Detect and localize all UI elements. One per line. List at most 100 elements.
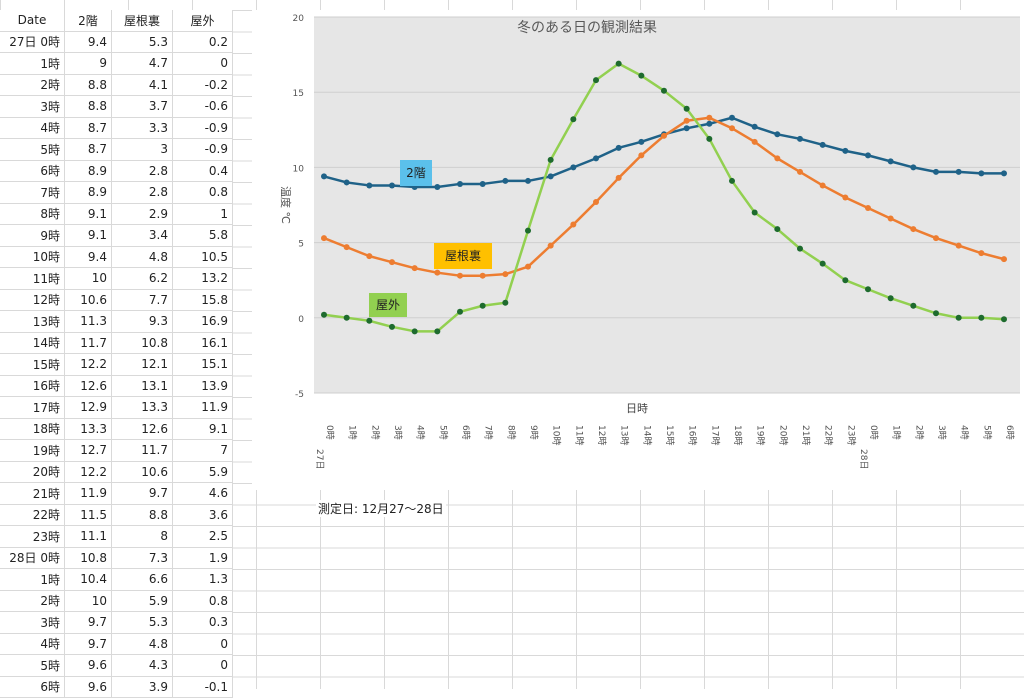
value-cell[interactable]: 3.9 (111, 676, 173, 698)
value-cell[interactable]: 8.7 (64, 117, 112, 139)
date-cell[interactable]: 13時 (0, 310, 65, 333)
value-cell[interactable]: 2.8 (111, 181, 173, 204)
value-cell[interactable]: 8.8 (64, 95, 112, 118)
value-cell[interactable]: 10.6 (111, 461, 173, 483)
date-cell[interactable]: 28日 0時 (0, 547, 65, 569)
value-cell[interactable]: 5.8 (172, 224, 233, 247)
value-cell[interactable]: 5.9 (172, 461, 233, 483)
value-cell[interactable]: 1.3 (172, 568, 233, 591)
value-cell[interactable]: 0.4 (172, 160, 233, 182)
header-date[interactable]: Date (0, 10, 65, 32)
measurement-date-note[interactable]: 測定日: 12月27〜28日 (316, 500, 446, 517)
date-cell[interactable]: 16時 (0, 375, 65, 397)
date-cell[interactable]: 1時 (0, 568, 65, 591)
value-cell[interactable]: 3.6 (172, 504, 233, 526)
value-cell[interactable]: 3 (111, 138, 173, 161)
value-cell[interactable]: 5.3 (111, 611, 173, 634)
value-cell[interactable]: 10.5 (172, 246, 233, 268)
value-cell[interactable]: 0 (172, 633, 233, 655)
value-cell[interactable]: 11.3 (64, 310, 112, 333)
value-cell[interactable]: 9.7 (64, 611, 112, 634)
date-cell[interactable]: 18時 (0, 418, 65, 440)
value-cell[interactable]: 11.7 (64, 332, 112, 354)
value-cell[interactable]: 12.9 (64, 396, 112, 419)
value-cell[interactable]: 5.3 (111, 31, 173, 53)
value-cell[interactable]: 10.8 (64, 547, 112, 569)
value-cell[interactable]: 13.2 (172, 267, 233, 290)
date-cell[interactable]: 23時 (0, 525, 65, 548)
date-cell[interactable]: 5時 (0, 654, 65, 677)
value-cell[interactable]: 10.6 (64, 289, 112, 311)
date-cell[interactable]: 4時 (0, 117, 65, 139)
date-cell[interactable]: 27日 0時 (0, 31, 65, 53)
value-cell[interactable]: 6.2 (111, 267, 173, 290)
value-cell[interactable]: 10 (64, 590, 112, 612)
value-cell[interactable]: 7.7 (111, 289, 173, 311)
value-cell[interactable]: 1.9 (172, 547, 233, 569)
value-cell[interactable]: 8.9 (64, 181, 112, 204)
date-cell[interactable]: 5時 (0, 138, 65, 161)
date-cell[interactable]: 17時 (0, 396, 65, 419)
line-chart[interactable]: 20 15 10 5 0 -5 冬のある日の観測結果 温度 ℃ 日時 0時 1時 2時 3時 4時 5時 6時… (252, 10, 1024, 490)
date-cell[interactable]: 14時 (0, 332, 65, 354)
value-cell[interactable]: 7.3 (111, 547, 173, 569)
value-cell[interactable]: 8 (111, 525, 173, 548)
value-cell[interactable]: 9.4 (64, 246, 112, 268)
value-cell[interactable]: 0.2 (172, 31, 233, 53)
header-attic[interactable]: 屋根裏 (111, 10, 173, 32)
value-cell[interactable]: 13.3 (64, 418, 112, 440)
value-cell[interactable]: 16.9 (172, 310, 233, 333)
value-cell[interactable]: -0.6 (172, 95, 233, 118)
header-outside[interactable]: 屋外 (172, 10, 233, 32)
value-cell[interactable]: 9.7 (111, 482, 173, 505)
date-cell[interactable]: 2時 (0, 590, 65, 612)
value-cell[interactable]: 4.3 (111, 654, 173, 677)
value-cell[interactable]: 11.5 (64, 504, 112, 526)
date-cell[interactable]: 6時 (0, 676, 65, 698)
value-cell[interactable]: 11.9 (172, 396, 233, 419)
date-cell[interactable]: 1時 (0, 52, 65, 75)
value-cell[interactable]: 0.8 (172, 181, 233, 204)
date-cell[interactable]: 20時 (0, 461, 65, 483)
value-cell[interactable]: 1 (172, 203, 233, 225)
date-cell[interactable]: 19時 (0, 439, 65, 462)
value-cell[interactable]: -0.9 (172, 117, 233, 139)
date-cell[interactable]: 15時 (0, 353, 65, 376)
date-cell[interactable]: 4時 (0, 633, 65, 655)
value-cell[interactable]: 2.8 (111, 160, 173, 182)
value-cell[interactable]: 5.9 (111, 590, 173, 612)
date-cell[interactable]: 10時 (0, 246, 65, 268)
date-cell[interactable]: 8時 (0, 203, 65, 225)
value-cell[interactable]: 4.6 (172, 482, 233, 505)
value-cell[interactable]: 9.7 (64, 633, 112, 655)
value-cell[interactable]: 9.1 (172, 418, 233, 440)
value-cell[interactable]: 2.5 (172, 525, 233, 548)
value-cell[interactable]: -0.2 (172, 74, 233, 96)
value-cell[interactable]: -0.1 (172, 676, 233, 698)
value-cell[interactable]: 8.8 (64, 74, 112, 96)
value-cell[interactable]: 4.1 (111, 74, 173, 96)
value-cell[interactable]: 9.1 (64, 224, 112, 247)
date-cell[interactable]: 2時 (0, 74, 65, 96)
value-cell[interactable]: 12.1 (111, 353, 173, 376)
value-cell[interactable]: -0.9 (172, 138, 233, 161)
value-cell[interactable]: 0 (172, 52, 233, 75)
date-cell[interactable]: 6時 (0, 160, 65, 182)
value-cell[interactable]: 11.7 (111, 439, 173, 462)
value-cell[interactable]: 0.3 (172, 611, 233, 634)
value-cell[interactable]: 11.9 (64, 482, 112, 505)
value-cell[interactable]: 4.8 (111, 246, 173, 268)
value-cell[interactable]: 9.3 (111, 310, 173, 333)
value-cell[interactable]: 0.8 (172, 590, 233, 612)
date-cell[interactable]: 22時 (0, 504, 65, 526)
value-cell[interactable]: 10.4 (64, 568, 112, 591)
value-cell[interactable]: 8.9 (64, 160, 112, 182)
value-cell[interactable]: 3.7 (111, 95, 173, 118)
value-cell[interactable]: 8.7 (64, 138, 112, 161)
value-cell[interactable]: 9.4 (64, 31, 112, 53)
value-cell[interactable]: 13.3 (111, 396, 173, 419)
value-cell[interactable]: 16.1 (172, 332, 233, 354)
value-cell[interactable]: 11.1 (64, 525, 112, 548)
date-cell[interactable]: 3時 (0, 611, 65, 634)
header-2f[interactable]: 2階 (64, 10, 112, 32)
